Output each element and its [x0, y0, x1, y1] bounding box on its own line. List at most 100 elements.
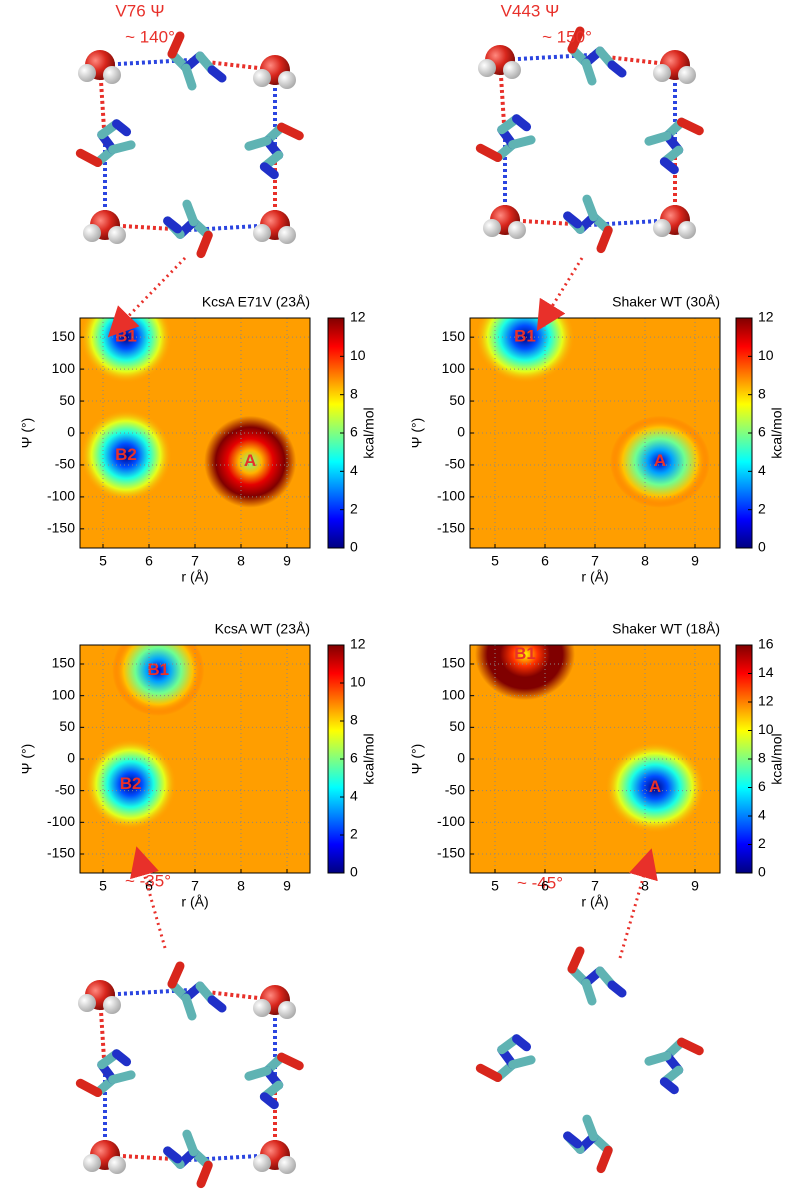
bond: [659, 157, 679, 175]
colorbar-tick-label: 0: [758, 864, 766, 880]
energy-well: [605, 741, 705, 834]
colorbar-tick-label: 12: [758, 309, 774, 325]
energy-well: [112, 645, 205, 716]
bond: [677, 1037, 704, 1056]
plot-area: B1 B2: [80, 645, 310, 873]
bond: [512, 114, 532, 132]
angle-label: ~ 140°: [125, 27, 175, 46]
y-tick-label: 100: [52, 686, 76, 702]
bond: [108, 1070, 136, 1085]
colorbar-tick-label: 8: [350, 712, 358, 728]
hydrogen: [78, 994, 96, 1012]
hydrogen: [278, 1001, 296, 1019]
chart-title: Shaker WT (18Å): [612, 621, 720, 637]
bond: [659, 1077, 679, 1095]
energy-well: [84, 738, 177, 830]
energy-well: [204, 415, 297, 508]
bond: [207, 65, 227, 83]
y-tick-label: -50: [445, 456, 465, 472]
y-tick-label: 100: [442, 686, 466, 702]
bond: [512, 1034, 532, 1052]
colorbar-tick-label: 6: [758, 424, 766, 440]
colorbar-label: kcal/mol: [361, 407, 377, 458]
energy-well: [610, 415, 710, 508]
colorbar-label: kcal/mol: [769, 407, 785, 458]
minimum-label: A: [654, 451, 666, 470]
x-tick-label: 7: [191, 553, 199, 569]
plot-area: B1 A: [470, 318, 720, 548]
minimum-label: B2: [115, 445, 137, 464]
colorbar-tick-label: 2: [350, 826, 358, 842]
colorbar-tick-label: 10: [350, 674, 366, 690]
colorbar-tick-label: 4: [350, 788, 358, 804]
bond: [244, 1066, 272, 1081]
bond: [677, 117, 704, 136]
bond: [244, 136, 272, 151]
bond: [277, 1052, 304, 1071]
hydrogen: [103, 66, 121, 84]
colorbar-tick-label: 4: [350, 462, 358, 478]
bond: [508, 135, 536, 150]
y-tick-label: 0: [67, 750, 75, 766]
bond: [182, 199, 199, 227]
bond: [196, 230, 213, 259]
hydrogen: [478, 59, 496, 77]
y-tick-label: 100: [52, 360, 76, 376]
x-tick-label: 8: [641, 878, 649, 894]
x-tick-label: 9: [283, 878, 291, 894]
colorbar-tick-label: 14: [758, 664, 774, 680]
bond: [259, 1092, 279, 1110]
colorbar-tick-label: 6: [350, 750, 358, 766]
pointer-arrow: [130, 846, 167, 949]
y-tick-label: 150: [442, 655, 466, 671]
y-tick-label: -150: [437, 845, 465, 861]
bond: [112, 119, 132, 137]
colorbar-label: kcal/mol: [361, 733, 377, 784]
plot-area: B1 B2 A: [80, 318, 310, 548]
hydrogen: [78, 64, 96, 82]
colorbar-tick-label: 10: [758, 347, 774, 363]
hydrogen: [653, 219, 671, 237]
hydrogen: [83, 224, 101, 242]
y-axis-label: Ψ (°): [19, 418, 35, 449]
x-tick-label: 6: [145, 553, 153, 569]
hydrogen: [253, 999, 271, 1017]
colorbar-tick-label: 16: [758, 636, 774, 652]
colorbar-tick-label: 2: [758, 835, 766, 851]
bond: [167, 961, 185, 989]
y-tick-label: -100: [437, 813, 465, 829]
plot-frame: [79, 644, 311, 874]
colorbar-tick-label: 2: [758, 500, 766, 516]
x-tick-label: 8: [237, 553, 245, 569]
y-axis-label: Ψ (°): [19, 744, 35, 775]
bond: [596, 225, 613, 254]
colorbar-tick-label: 8: [758, 750, 766, 766]
bond: [563, 1131, 583, 1149]
y-tick-label: 150: [52, 655, 76, 671]
angle-label: ~ 150°: [542, 27, 592, 46]
hydrogen: [278, 226, 296, 244]
bond: [644, 131, 672, 146]
bond: [644, 1051, 672, 1066]
colorbar-tick-label: 12: [350, 309, 366, 325]
hydrogen: [108, 226, 126, 244]
bond: [581, 58, 597, 86]
y-tick-label: 50: [59, 392, 75, 408]
colorbar-tick-label: 10: [350, 347, 366, 363]
hydrogen: [253, 1154, 271, 1172]
x-tick-label: 5: [491, 553, 499, 569]
colorbar-tick-label: 2: [350, 500, 358, 516]
colorbar-tick-label: 0: [350, 864, 358, 880]
bond: [277, 122, 304, 141]
colorbar-label: kcal/mol: [769, 733, 785, 784]
x-axis-label: r (Å): [581, 569, 608, 585]
bond: [75, 1078, 103, 1098]
hydrogen: [278, 71, 296, 89]
bond: [581, 978, 597, 1006]
bond: [259, 162, 279, 180]
colorbar-tick-label: 0: [350, 539, 358, 555]
colorbar-tick-label: 8: [350, 385, 358, 401]
chart-title: Shaker WT (30Å): [612, 294, 720, 310]
x-tick-label: 5: [491, 878, 499, 894]
